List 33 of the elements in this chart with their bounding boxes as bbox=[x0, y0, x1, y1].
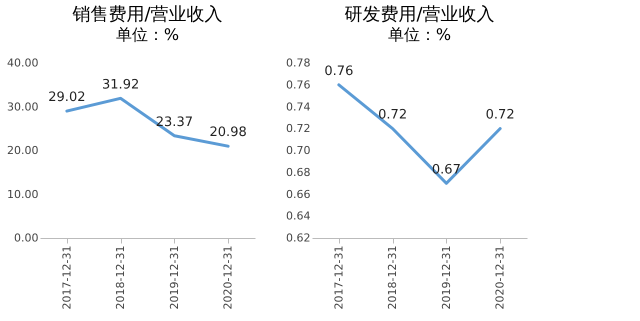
y-tick-label: 40.00 bbox=[7, 56, 38, 70]
y-tick-label: 0.76 bbox=[286, 78, 310, 92]
chart-title: 销售费用/营业收入 bbox=[71, 4, 223, 25]
x-tick-label: 2019-12-31 bbox=[168, 246, 181, 310]
chart-subtitle: 单位：% bbox=[388, 25, 452, 44]
y-tick-label: 0.68 bbox=[286, 166, 310, 179]
x-tick-label: 2017-12-31 bbox=[60, 246, 74, 310]
x-tick-label: 2018-12-31 bbox=[386, 246, 400, 310]
data-label: 0.72 bbox=[378, 108, 408, 123]
y-tick-label: 0.74 bbox=[286, 100, 310, 114]
chart-title: 研发费用/营业收入 bbox=[344, 4, 495, 25]
y-tick-label: 0.64 bbox=[286, 210, 310, 223]
y-tick-label: 0.00 bbox=[14, 232, 38, 244]
y-tick-label: 30.00 bbox=[7, 100, 38, 114]
y-tick-label: 0.70 bbox=[286, 144, 310, 157]
data-label: 0.72 bbox=[486, 108, 515, 123]
x-tick-label: 2020-12-31 bbox=[222, 246, 235, 310]
chart-subtitle: 单位：% bbox=[116, 25, 180, 44]
data-label: 23.37 bbox=[156, 114, 193, 130]
y-tick-label: 20.00 bbox=[7, 144, 38, 157]
y-tick-label: 10.00 bbox=[7, 188, 38, 201]
x-tick-label: 2020-12-31 bbox=[494, 246, 507, 310]
y-tick-label: 0.66 bbox=[286, 188, 310, 201]
x-tick-label: 2018-12-31 bbox=[114, 246, 128, 310]
data-label: 20.98 bbox=[210, 125, 247, 140]
y-tick-label: 0.72 bbox=[286, 122, 310, 136]
x-tick-label: 2019-12-31 bbox=[440, 246, 453, 310]
x-tick-label: 2017-12-31 bbox=[332, 246, 346, 310]
data-label: 31.92 bbox=[102, 77, 140, 92]
data-label: 29.02 bbox=[48, 90, 86, 106]
data-label: 0.76 bbox=[324, 64, 354, 79]
y-tick-label: 0.78 bbox=[286, 56, 310, 70]
y-tick-label: 0.62 bbox=[286, 232, 310, 244]
